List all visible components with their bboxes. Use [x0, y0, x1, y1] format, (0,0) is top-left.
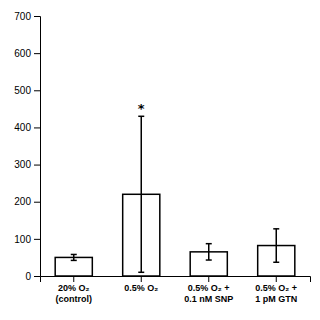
x-tick-label-line: 1 pM GTN [255, 294, 297, 304]
error-bar [138, 116, 144, 272]
y-tick-mark [34, 165, 40, 166]
x-axis: 20% O₂(control)0.5% O₂0.5% O₂ +0.1 nM SN… [41, 276, 311, 304]
bar [55, 257, 92, 276]
y-tick-mark [34, 90, 40, 91]
error-cap [71, 260, 77, 262]
y-tick: 600 [14, 48, 40, 59]
y-tick: 200 [14, 196, 40, 207]
y-tick: 400 [14, 122, 40, 133]
y-axis-line [34, 17, 41, 277]
y-tick-mark [34, 239, 40, 240]
y-tick-label: 500 [14, 85, 31, 96]
x-tick: 20% O₂(control) [56, 276, 93, 304]
y-tick-label: 0 [25, 271, 31, 282]
x-tick-mark [141, 276, 142, 282]
x-tick-mark [276, 276, 277, 282]
y-tick: 700 [14, 11, 40, 22]
x-tick-label: 0.5% O₂ +0.1 nM SNP [184, 283, 233, 303]
x-tick-label: 0.5% O₂ [124, 283, 158, 293]
x-axis-line [41, 277, 311, 283]
y-tick-label: 700 [14, 11, 31, 22]
error-cap [71, 254, 77, 256]
x-tick-label-line: (control) [56, 294, 93, 304]
y-tick: 0 [25, 271, 40, 282]
error-cap [273, 228, 279, 230]
error-cap [273, 262, 279, 264]
y-tick-label: 100 [14, 234, 31, 245]
x-tick-mark [73, 276, 74, 282]
y-tick: 100 [14, 234, 40, 245]
x-tick-label-line: 20% O₂ [58, 283, 90, 293]
x-tick-label-line: 0.1 nM SNP [184, 294, 233, 304]
annotation: * [138, 101, 145, 116]
error-cap [206, 243, 212, 245]
y-tick-label: 400 [14, 122, 31, 133]
x-tick-label: 0.5% O₂ +1 pM GTN [255, 283, 297, 303]
y-tick: 500 [14, 85, 40, 96]
x-tick: 0.5% O₂ [124, 276, 158, 293]
y-tick-mark [34, 276, 40, 277]
x-tick-label-line: 0.5% O₂ [124, 283, 158, 293]
error-cap [206, 259, 212, 261]
x-tick-mark [208, 276, 209, 282]
error-bar [71, 254, 77, 260]
error-line [208, 244, 210, 260]
error-line [276, 229, 278, 262]
y-tick-label: 300 [14, 159, 31, 170]
y-tick: 300 [14, 159, 40, 170]
error-bar [206, 244, 212, 260]
error-cap [138, 272, 144, 274]
x-tick: 0.5% O₂ +1 pM GTN [255, 276, 297, 304]
y-axis: 0 100 200 300 400 500 600 700 [14, 11, 40, 282]
y-tick-mark [34, 202, 40, 203]
y-tick-mark [34, 127, 40, 128]
y-tick-label: 200 [14, 196, 31, 207]
x-tick-label-line: 0.5% O₂ + [255, 283, 297, 293]
y-tick-mark [34, 16, 40, 17]
marks [55, 116, 295, 276]
chart: 0 100 200 300 400 500 600 700 20% O₂(control) 0.5… [0, 0, 320, 320]
error-bar [273, 229, 279, 262]
x-tick-label: 20% O₂(control) [56, 283, 93, 303]
error-line [141, 116, 143, 272]
x-tick-label-line: 0.5% O₂ + [188, 283, 230, 293]
error-line [73, 254, 75, 260]
y-tick-label: 600 [14, 48, 31, 59]
plot: 0 100 200 300 400 500 600 700 20% O₂(control) 0.5… [14, 11, 310, 304]
x-tick: 0.5% O₂ +0.1 nM SNP [184, 276, 233, 304]
y-tick-mark [34, 53, 40, 54]
